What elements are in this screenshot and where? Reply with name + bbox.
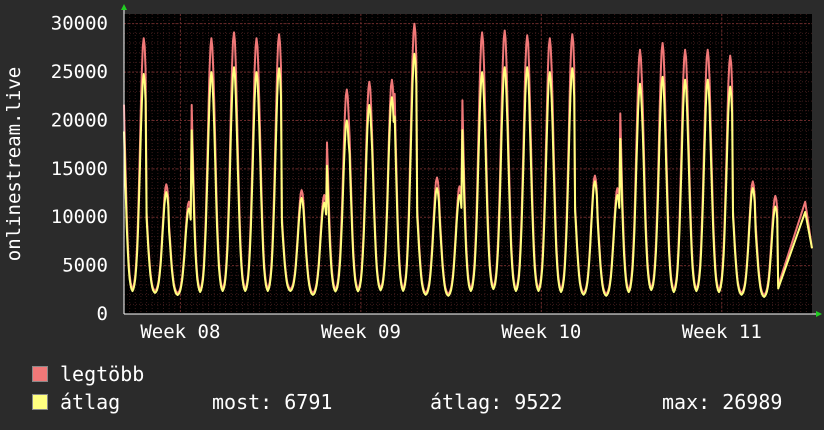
- legend-swatch-avg: [32, 394, 48, 410]
- y-tick-label: 0: [97, 303, 108, 325]
- x-tick-label: Week 08: [140, 321, 220, 343]
- legend-item-avg: átlag: [32, 390, 120, 414]
- stat-max: max: 26989: [662, 390, 783, 414]
- y-axis-arrow-icon: [121, 4, 127, 10]
- y-tick-label: 20000: [51, 109, 108, 131]
- y-tick-label: 25000: [51, 61, 108, 83]
- y-tick-label: 30000: [51, 13, 108, 35]
- series-line-avg: [123, 52, 813, 298]
- x-tick-label: Week 09: [321, 321, 401, 343]
- legend-label-max: legtöbb: [60, 362, 145, 386]
- legend-item-max: legtöbb: [32, 362, 144, 386]
- x-axis-arrow-icon: [816, 311, 822, 317]
- y-axis-label: onlinestream.live: [3, 67, 25, 261]
- y-tick-label: 15000: [51, 158, 108, 180]
- x-tick-label: Week 11: [682, 321, 762, 343]
- y-tick-label: 5000: [62, 255, 108, 277]
- stat-average: átlag: 9522: [430, 390, 563, 414]
- stat-current: most: 6791: [212, 390, 333, 414]
- legend-label-avg: átlag: [60, 390, 121, 414]
- legend-swatch-max: [32, 366, 48, 382]
- y-tick-label: 10000: [51, 206, 108, 228]
- x-tick-label: Week 10: [501, 321, 581, 343]
